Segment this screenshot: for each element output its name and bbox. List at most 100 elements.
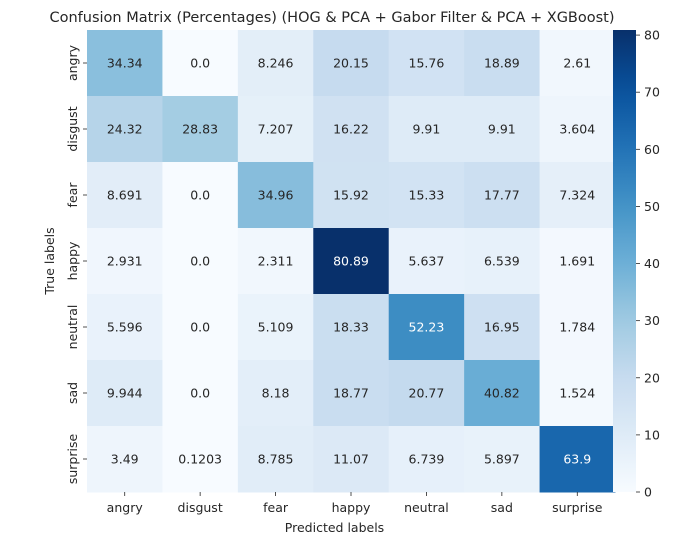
cell-value-label: 7.324	[559, 188, 595, 203]
heatmap-cell	[388, 30, 465, 97]
heatmap-cell	[237, 426, 314, 493]
y-tick-label: happy	[65, 241, 80, 280]
heatmap-cell	[313, 360, 390, 427]
cell-value-label: 8.785	[258, 452, 294, 467]
heatmap-cell	[388, 162, 465, 229]
x-tick-label: disgust	[178, 500, 223, 515]
heatmap-cell	[87, 228, 163, 295]
colorbar-tick-label: 20	[644, 370, 660, 385]
cell-value-label: 15.92	[333, 188, 369, 203]
cell-value-label: 18.33	[333, 320, 369, 335]
heatmap-cell	[237, 294, 314, 361]
y-tick-label: angry	[65, 44, 80, 81]
cell-value-label: 1.524	[559, 386, 595, 401]
heatmap-cell	[464, 96, 541, 163]
x-tick-label: surprise	[552, 500, 603, 515]
heatmap-cell	[388, 294, 465, 361]
heatmap-cell	[162, 228, 239, 295]
heatmap-cell	[87, 162, 163, 229]
colorbar-tick-label: 70	[644, 85, 660, 100]
cell-value-label: 15.76	[409, 56, 445, 71]
cell-value-label: 2.931	[107, 254, 143, 269]
cell-value-label: 0.1203	[178, 452, 222, 467]
heatmap-cell	[87, 30, 163, 97]
y-tick-label: sad	[65, 382, 80, 404]
heatmap-cell	[388, 426, 465, 493]
colorbar-tick-label: 10	[644, 427, 660, 442]
heatmap-cell	[87, 426, 163, 493]
heatmap-cell	[313, 294, 390, 361]
x-tick-label: neutral	[404, 500, 449, 515]
heatmap-cell	[313, 162, 390, 229]
heatmap-cell	[313, 30, 390, 97]
heatmap-cell	[87, 96, 163, 163]
cell-value-label: 7.207	[258, 122, 294, 137]
cell-value-label: 34.96	[258, 188, 294, 203]
cell-value-label: 0.0	[190, 254, 210, 269]
cell-value-label: 6.539	[484, 254, 520, 269]
heatmap-cell	[464, 228, 541, 295]
heatmap-cell	[87, 360, 163, 427]
heatmap-cell	[539, 162, 616, 229]
heatmap-cell	[539, 294, 616, 361]
heatmap-cell	[313, 228, 390, 295]
heatmap-cell	[237, 228, 314, 295]
y-tick-label: neutral	[65, 305, 80, 350]
cell-value-label: 9.91	[413, 122, 441, 137]
heatmap-cell	[237, 96, 314, 163]
heatmap-cell	[464, 360, 541, 427]
heatmap-cell	[313, 426, 390, 493]
y-tick-label: surprise	[65, 434, 80, 485]
cell-value-label: 2.311	[258, 254, 294, 269]
cell-value-label: 52.23	[409, 320, 445, 335]
x-tick-label: sad	[491, 500, 513, 515]
heatmap-cell	[388, 228, 465, 295]
cell-value-label: 34.34	[107, 56, 143, 71]
heatmap-cell	[464, 162, 541, 229]
heatmap-cell	[539, 360, 616, 427]
cell-value-label: 1.691	[559, 254, 595, 269]
heatmap-cell	[162, 162, 239, 229]
heatmap-cell	[237, 162, 314, 229]
cell-value-label: 18.77	[333, 386, 369, 401]
cell-value-label: 15.33	[409, 188, 445, 203]
heatmap-cell	[313, 96, 390, 163]
heatmap-cell	[162, 294, 239, 361]
heatmap-cells: 34.34 0.0 8.246 20.15 15.76 18.89 2.61 24.32 28.…	[87, 30, 616, 493]
heatmap-cell	[237, 30, 314, 97]
heatmap-cell	[539, 30, 616, 97]
heatmap-cell	[87, 294, 163, 361]
heatmap-cell	[539, 426, 616, 493]
x-tick-labels: angry disgust fear happy neutral sad surprise	[107, 492, 603, 515]
colorbar-tick-label: 40	[644, 256, 660, 271]
cell-value-label: 63.9	[563, 452, 591, 467]
cell-value-label: 6.739	[409, 452, 445, 467]
heatmap-cell	[388, 96, 465, 163]
heatmap-cell	[162, 426, 239, 493]
cell-value-label: 1.784	[559, 320, 595, 335]
cell-value-label: 3.49	[111, 452, 139, 467]
cell-value-label: 18.89	[484, 56, 520, 71]
cell-value-label: 16.95	[484, 320, 520, 335]
cell-value-label: 40.82	[484, 386, 520, 401]
cell-value-label: 20.77	[409, 386, 445, 401]
cell-value-label: 17.77	[484, 188, 520, 203]
y-axis-label: True labels	[42, 227, 57, 295]
cell-value-label: 80.89	[333, 254, 369, 269]
heatmap-cell	[388, 360, 465, 427]
cell-value-label: 2.61	[563, 56, 591, 71]
chart-title: Confusion Matrix (Percentages) (HOG & PC…	[49, 10, 614, 26]
cell-value-label: 5.897	[484, 452, 520, 467]
cell-value-label: 8.18	[262, 386, 290, 401]
colorbar	[613, 30, 636, 492]
colorbar-tick-label: 30	[644, 313, 660, 328]
colorbar-ticks: 0 10 20 30 40 50 60 70 80	[636, 28, 660, 500]
cell-value-label: 9.944	[107, 386, 143, 401]
colorbar-tick-label: 80	[644, 28, 660, 43]
cell-value-label: 11.07	[333, 452, 369, 467]
cell-value-label: 5.109	[258, 320, 294, 335]
cell-value-label: 0.0	[190, 320, 210, 335]
colorbar-tick-label: 0	[644, 485, 652, 500]
y-tick-labels: angry disgust fear happy neutral sad surprise	[65, 44, 87, 484]
